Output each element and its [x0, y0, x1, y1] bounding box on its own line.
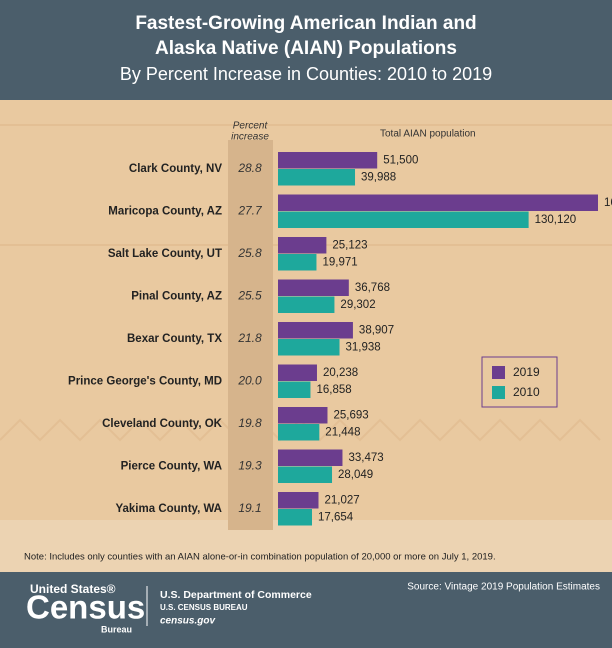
value-label: 16,858 [316, 384, 351, 396]
value-label: 28,049 [338, 469, 373, 481]
column-header: increase [231, 132, 269, 143]
category-label: Clark County, NV [129, 163, 222, 175]
logo-main: Census [26, 589, 145, 626]
bar [278, 322, 353, 339]
bar [278, 381, 311, 398]
value-label: 19,971 [322, 257, 357, 269]
legend-swatch [492, 386, 505, 399]
value-label: 166,145 [604, 197, 612, 209]
axis-label: Total AIAN population [380, 129, 476, 140]
percent-label: 20.0 [237, 374, 262, 388]
bureau: U.S. CENSUS BUREAU [160, 603, 248, 612]
logo-top: United States® [30, 582, 116, 596]
value-label: 17,654 [318, 512, 354, 524]
value-label: 21,027 [324, 495, 359, 507]
value-label: 51,500 [383, 155, 418, 167]
bar [278, 492, 319, 509]
legend-box [481, 356, 558, 408]
legend-label: 2019 [513, 365, 540, 379]
source: Source: Vintage 2019 Population Estimate… [407, 582, 600, 593]
category-label: Salt Lake County, UT [108, 248, 222, 260]
percent-label: 19.3 [238, 459, 262, 473]
header-band [0, 0, 612, 100]
department: U.S. Department of Commerce [160, 589, 312, 601]
website: census.gov [160, 616, 216, 627]
footer-band [0, 572, 612, 648]
bar [278, 407, 328, 424]
percent-label: 19.1 [238, 501, 261, 515]
column-header: Percent [233, 121, 269, 132]
percent-label: 27.7 [237, 204, 263, 218]
bar [278, 424, 320, 441]
value-label: 130,120 [535, 214, 577, 226]
bar [278, 279, 349, 296]
bar [278, 211, 529, 228]
category-label: Yakima County, WA [115, 503, 222, 515]
bar [278, 169, 356, 186]
value-label: 29,302 [340, 299, 375, 311]
percent-column [228, 140, 273, 530]
bar [278, 296, 335, 313]
category-label: Prince George's County, MD [68, 376, 222, 388]
bar [278, 152, 378, 169]
logo-bottom: Bureau [101, 624, 132, 634]
percent-label: 21.8 [237, 331, 262, 345]
percent-label: 19.8 [238, 416, 262, 430]
legend-label: 2010 [513, 385, 540, 399]
bar [278, 254, 317, 271]
value-label: 21,448 [325, 427, 360, 439]
category-label: Bexar County, TX [127, 333, 222, 345]
percent-label: 28.8 [237, 161, 262, 175]
category-label: Cleveland County, OK [102, 418, 223, 430]
value-label: 39,988 [361, 172, 396, 184]
bar [278, 339, 340, 356]
category-label: Maricopa County, AZ [108, 206, 222, 218]
chart-title: Fastest-Growing American Indian and [135, 13, 476, 34]
bar [278, 237, 327, 254]
bar [278, 509, 313, 526]
value-label: 36,768 [355, 282, 390, 294]
value-label: 25,123 [332, 240, 367, 252]
bar [278, 364, 317, 381]
note-band [0, 520, 612, 572]
note: Note: Includes only counties with an AIA… [24, 552, 496, 563]
value-label: 20,238 [323, 367, 358, 379]
value-label: 31,938 [346, 342, 381, 354]
bar [278, 449, 343, 466]
value-label: 33,473 [348, 452, 383, 464]
bar [278, 466, 333, 483]
bar [278, 194, 598, 211]
chart-subtitle: By Percent Increase in Counties: 2010 to… [120, 64, 492, 84]
category-label: Pinal County, AZ [131, 291, 222, 303]
percent-label: 25.8 [237, 246, 262, 260]
chart-title: Alaska Native (AIAN) Populations [155, 38, 457, 59]
value-label: 38,907 [359, 325, 394, 337]
percent-label: 25.5 [237, 289, 262, 303]
value-label: 25,693 [333, 410, 368, 422]
legend-swatch [492, 366, 505, 379]
category-label: Pierce County, WA [121, 461, 222, 473]
